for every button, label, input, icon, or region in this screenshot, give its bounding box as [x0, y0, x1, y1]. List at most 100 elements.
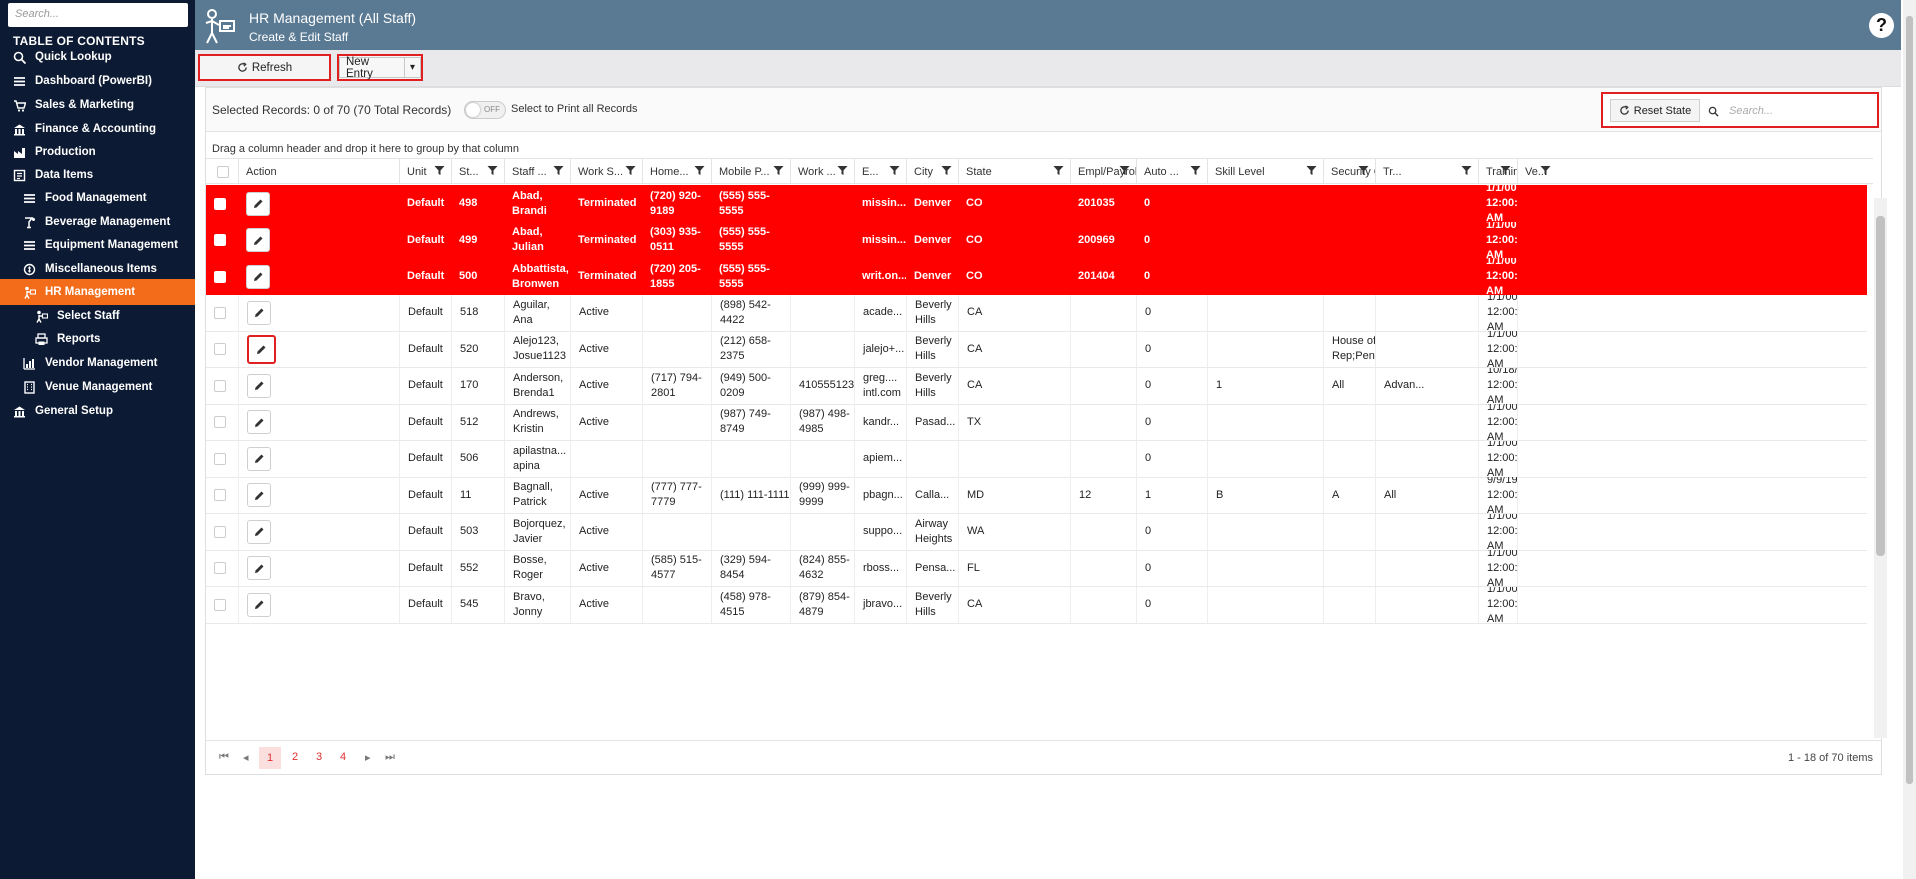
sidebar-item-production[interactable]: Production [0, 139, 195, 165]
last-page-button[interactable]: ⏭ [385, 751, 395, 763]
refresh-button[interactable]: Refresh [198, 54, 331, 81]
edit-button[interactable] [247, 334, 276, 364]
filter-icon[interactable] [1358, 165, 1369, 176]
row-checkbox[interactable] [214, 452, 226, 465]
filter-icon[interactable] [773, 165, 784, 176]
edit-button[interactable] [246, 191, 270, 216]
sidebar-item-hr-management[interactable]: HR Management [0, 279, 195, 305]
next-page-button[interactable]: ▸ [365, 752, 371, 764]
column-header-6[interactable]: Mobile P... [711, 159, 790, 184]
sidebar-item-venue-management[interactable]: Venue Management [0, 374, 195, 400]
table-row[interactable]: Default 498 Abad, Brandi Terminated (720) 92… [206, 185, 1867, 222]
sidebar-item-vendor-management[interactable]: Vendor Management [0, 350, 195, 376]
column-header-3[interactable]: Staff ... [504, 159, 570, 184]
edit-button[interactable] [246, 264, 270, 289]
filter-icon[interactable] [1190, 165, 1201, 176]
column-header-14[interactable]: Security Clearance [1323, 159, 1375, 184]
column-header-11[interactable]: Empl/Payroll ID # [1070, 159, 1136, 184]
sidebar-item-finance-accounting[interactable]: Finance & Accounting [0, 116, 195, 142]
page-1-button[interactable]: 1 [259, 747, 281, 769]
select-all-checkbox[interactable] [217, 166, 229, 178]
column-header-16[interactable]: Training D... [1478, 159, 1517, 184]
edit-button[interactable] [247, 592, 271, 617]
row-checkbox[interactable] [214, 197, 226, 210]
sidebar-item-select-staff[interactable]: Select Staff [0, 303, 195, 329]
column-header-12[interactable]: Auto ... [1136, 159, 1207, 184]
edit-button[interactable] [246, 228, 270, 252]
sidebar-item-general-setup[interactable]: General Setup [0, 398, 195, 424]
grid-scroll-thumb[interactable] [1876, 216, 1885, 556]
table-row[interactable]: Default 545 Bravo, Jonny Active (458) 978- 4… [206, 586, 1867, 624]
sidebar-item-beverage-management[interactable]: Beverage Management [0, 209, 195, 235]
column-header-4[interactable]: Work S... [570, 159, 642, 184]
edit-button[interactable] [247, 410, 271, 434]
filter-icon[interactable] [1053, 165, 1064, 176]
sidebar-item-equipment-management[interactable]: Equipment Management [0, 232, 195, 258]
reset-state-button[interactable]: Reset State [1610, 99, 1700, 122]
filter-icon[interactable] [941, 165, 952, 176]
prev-page-button[interactable]: ◂ [243, 752, 249, 764]
sidebar-item-reports[interactable]: Reports [0, 326, 195, 352]
grid-scrollbar[interactable] [1874, 198, 1887, 738]
edit-button[interactable] [247, 483, 271, 507]
sidebar-search-input[interactable]: Search... [8, 3, 188, 27]
table-row[interactable]: Default 512 Andrews, Kristin Active (987) 74… [206, 404, 1867, 441]
column-header-0[interactable]: Action [238, 159, 399, 184]
filter-icon[interactable] [434, 165, 445, 176]
sidebar-item-sales-marketing[interactable]: Sales & Marketing [0, 92, 195, 118]
table-row[interactable]: Default 170 Anderson, Brenda1 Active (717) 7… [206, 367, 1867, 405]
filter-icon[interactable] [487, 165, 498, 176]
filter-icon[interactable] [625, 165, 636, 176]
page-scrollbar[interactable] [1903, 0, 1916, 879]
row-checkbox[interactable] [214, 306, 226, 319]
table-row[interactable]: Default 506 apilastna... apina apiem... 0 1/1… [206, 440, 1867, 478]
grid-search-input[interactable]: Search... [1704, 100, 1874, 122]
filter-icon[interactable] [553, 165, 564, 176]
filter-icon[interactable] [694, 165, 705, 176]
column-header-9[interactable]: City [906, 159, 958, 184]
row-checkbox[interactable] [214, 379, 226, 392]
page-2-button[interactable]: 2 [292, 751, 299, 763]
filter-icon[interactable] [837, 165, 848, 176]
edit-button[interactable] [247, 373, 271, 398]
column-header-8[interactable]: E... [854, 159, 906, 184]
table-row[interactable]: Default 500 Abbattista, Bronwen Terminated (… [206, 258, 1867, 295]
row-checkbox[interactable] [214, 234, 226, 246]
column-header-15[interactable]: Tr... [1375, 159, 1478, 184]
row-checkbox[interactable] [214, 343, 226, 355]
sidebar-item-miscellaneous-items[interactable]: Miscellaneous Items [0, 256, 195, 282]
print-all-toggle[interactable]: OFF [464, 101, 506, 119]
table-row[interactable]: Default 499 Abad, Julian Terminated (303) 93… [206, 221, 1867, 259]
table-row[interactable]: Default 11 Bagnall, Patrick Active (777) 777… [206, 477, 1867, 514]
column-header-1[interactable]: Unit [399, 159, 451, 184]
filter-icon[interactable] [1540, 165, 1551, 176]
row-checkbox[interactable] [214, 525, 226, 538]
help-icon[interactable]: ? [1869, 13, 1894, 38]
table-row[interactable]: Default 520 Alejo123, Josue1123 Active (212)… [206, 331, 1867, 368]
table-row[interactable]: Default 503 Bojorquez, Javier Active suppo..… [206, 513, 1867, 551]
column-header-13[interactable]: Skill Level [1207, 159, 1323, 184]
sidebar-item-quick-lookup[interactable]: Quick Lookup [0, 44, 195, 70]
edit-button[interactable] [247, 556, 271, 580]
filter-icon[interactable] [1500, 165, 1511, 176]
new-entry-dropdown-icon[interactable]: ▾ [404, 57, 421, 78]
edit-button[interactable] [247, 300, 271, 325]
edit-button[interactable] [247, 446, 271, 471]
filter-icon[interactable] [1306, 165, 1317, 176]
table-row[interactable]: Default 518 Aguilar, Ana Active (898) 542- 4… [206, 294, 1867, 332]
page-scroll-thumb[interactable] [1906, 16, 1913, 784]
new-entry-button[interactable]: New Entry [339, 56, 405, 80]
column-header-5[interactable]: Home... [642, 159, 711, 184]
edit-button[interactable] [247, 519, 271, 544]
first-page-button[interactable]: ⏮ [219, 751, 229, 763]
row-checkbox[interactable] [214, 270, 226, 283]
column-header-10[interactable]: State [958, 159, 1070, 184]
row-checkbox[interactable] [214, 489, 226, 501]
sidebar-item-dashboard-powerbi[interactable]: Dashboard (PowerBI) [0, 68, 195, 94]
page-4-button[interactable]: 4 [340, 751, 347, 763]
sidebar-item-food-management[interactable]: Food Management [0, 185, 195, 211]
column-header-17[interactable]: Ve... [1517, 159, 1557, 184]
filter-icon[interactable] [1461, 165, 1472, 176]
row-checkbox[interactable] [214, 416, 226, 428]
sidebar-item-data-items[interactable]: Data Items [0, 162, 195, 188]
